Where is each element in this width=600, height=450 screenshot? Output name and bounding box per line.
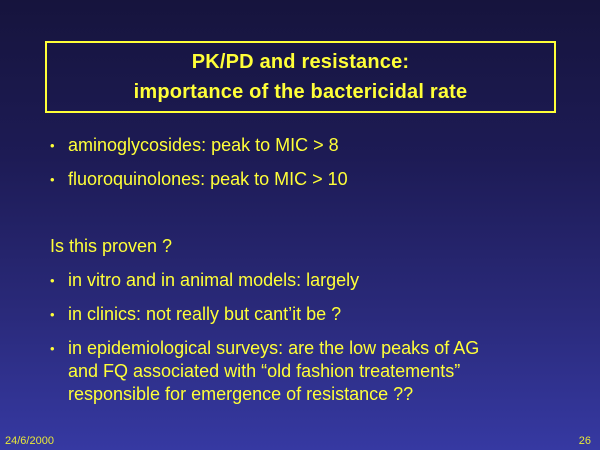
bullet-list-bottom: • in vitro and in animal models: largely… [50, 269, 572, 417]
bullet-icon: • [50, 273, 55, 288]
bullet-text: fluoroquinolones: peak to MIC > 10 [68, 169, 348, 189]
bullet-text: in epidemiological surveys: are the low … [68, 338, 480, 404]
footer-page-number: 26 [578, 435, 591, 447]
bullet-text: in vitro and in animal models: largely [68, 270, 360, 290]
bullet-list-top: • aminoglycosides: peak to MIC > 8 • flu… [50, 134, 572, 202]
question-text: Is this proven ? [50, 236, 173, 256]
title-box: PK/PD and resistance: importance of the … [45, 41, 556, 113]
slide-title-line-1: PK/PD and resistance: [191, 51, 410, 73]
bullet-text: aminoglycosides: peak to MIC > 8 [68, 135, 339, 155]
bullet-text: in clinics: not really but cant’it be ? [68, 304, 342, 324]
bullet-icon: • [50, 341, 55, 356]
list-item: • in clinics: not really but cant’it be … [50, 303, 572, 326]
list-item: • fluoroquinolones: peak to MIC > 10 [50, 168, 572, 191]
footer-date: 24/6/2000 [5, 435, 54, 447]
list-item: • in epidemiological surveys: are the lo… [50, 337, 572, 406]
bullet-icon: • [50, 307, 55, 322]
bullet-icon: • [50, 172, 55, 187]
slide-title-line-2: importance of the bactericidal rate [133, 81, 468, 103]
list-item: • in vitro and in animal models: largely [50, 269, 572, 292]
bullet-icon: • [50, 138, 55, 153]
list-item: • aminoglycosides: peak to MIC > 8 [50, 134, 572, 157]
